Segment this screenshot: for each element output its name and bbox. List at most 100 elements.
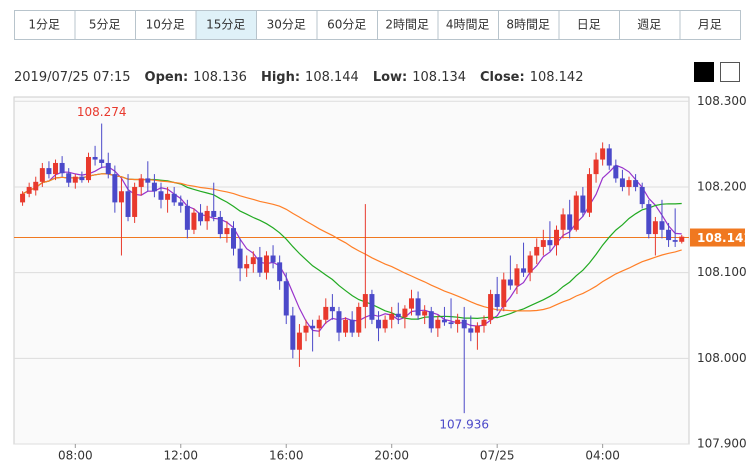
candle-body [72, 176, 78, 183]
candle-body [428, 311, 434, 329]
candle-body [672, 240, 678, 242]
tab-label[interactable]: 15分足 [206, 18, 245, 32]
candle-body [679, 236, 685, 242]
candle-body [244, 264, 250, 269]
candle-body [310, 325, 316, 329]
tab[interactable] [679, 10, 741, 40]
tab-label[interactable]: 2時間足 [385, 18, 429, 32]
tab[interactable] [498, 10, 560, 40]
candle-body [633, 180, 639, 187]
candle-body [158, 191, 164, 200]
tab[interactable] [316, 10, 378, 40]
tab[interactable] [14, 10, 76, 40]
candle-body [231, 228, 237, 249]
candle-body [402, 308, 408, 318]
tab[interactable] [256, 10, 318, 40]
candle-body [501, 279, 507, 307]
candle-body [20, 193, 26, 203]
moving-average [22, 173, 682, 312]
candle-body [540, 240, 546, 247]
candle-body [217, 216, 223, 235]
candle-body [283, 281, 289, 316]
candle-body [369, 294, 375, 320]
candle-body [125, 191, 131, 217]
candle-body [666, 229, 672, 241]
white-theme-button[interactable] [720, 62, 740, 82]
candle-body [171, 193, 177, 203]
candle-body [33, 181, 39, 191]
tab[interactable] [74, 10, 136, 40]
candle-body [145, 178, 151, 183]
candle-body [422, 311, 428, 316]
header: 2019/07/25 07:15 Open: 108.136 High: 108.144… [14, 70, 583, 85]
candle-body [105, 162, 111, 175]
candle-body [619, 178, 625, 187]
candle-body [527, 255, 533, 273]
candle-body [99, 159, 105, 163]
x-tick-label: 04:00 [585, 449, 620, 463]
tab-label[interactable]: 10分足 [146, 18, 185, 32]
tab[interactable] [377, 10, 439, 40]
candle-body [118, 191, 124, 203]
current-price-label: 108.141 [697, 231, 752, 245]
candle-body [191, 212, 197, 230]
tab-label[interactable]: 5分足 [89, 18, 121, 32]
candle-body [184, 205, 190, 230]
tab-label[interactable]: 週足 [637, 18, 661, 32]
candle-body [316, 319, 322, 329]
candle-body [395, 313, 401, 318]
candle-body [659, 221, 665, 230]
candle-body [455, 319, 461, 325]
candle-body [263, 255, 269, 273]
tab-label[interactable]: 4時間足 [446, 18, 490, 32]
candle-body [92, 156, 98, 160]
low-label: 107.936 [439, 418, 489, 432]
candle-body [237, 248, 243, 269]
candle-body [580, 195, 586, 213]
candle-body [53, 162, 59, 175]
candle-body [132, 186, 138, 217]
candle-body [26, 186, 32, 194]
candle-body [323, 306, 329, 320]
tab[interactable] [437, 10, 499, 40]
candle-body [270, 255, 276, 263]
black-theme-button[interactable] [694, 62, 714, 82]
candle-body [560, 214, 566, 230]
candle-body [481, 319, 487, 326]
y-tick-label: 108.300 [697, 94, 747, 108]
candle-body [415, 298, 421, 316]
candle-body [382, 319, 388, 329]
candle-body [356, 306, 362, 333]
candle-body [329, 306, 335, 312]
x-tick-label: 08:00 [58, 449, 93, 463]
candle-body [85, 156, 91, 181]
tab-label[interactable]: 日足 [577, 18, 601, 32]
tab-label[interactable]: 30分足 [267, 18, 306, 32]
candle-body [349, 319, 355, 333]
candle-body [408, 298, 414, 309]
candle-body [303, 325, 309, 333]
candle-body [376, 319, 382, 329]
tab-label[interactable]: 8時間足 [506, 18, 550, 32]
y-tick-label: 107.900 [697, 437, 747, 451]
candle-body [521, 268, 527, 273]
candle-body [468, 328, 474, 333]
candle-body [652, 221, 658, 235]
field-value: 2019/07/25 07:15 [14, 70, 131, 85]
field-label: High: [261, 70, 300, 85]
field-label: Close: [480, 70, 525, 85]
candle-body [250, 257, 256, 265]
candle-body [211, 210, 217, 217]
tab[interactable] [558, 10, 620, 40]
candle-body [165, 193, 171, 200]
tab-label[interactable]: 60分足 [327, 18, 366, 32]
candle-body [613, 165, 619, 179]
x-tick-label: 12:00 [163, 449, 198, 463]
tab[interactable] [135, 10, 197, 40]
candle-body [600, 148, 606, 160]
candle-body [66, 173, 72, 183]
tab-label[interactable]: 月足 [698, 18, 722, 32]
field-value: 108.136 [193, 70, 247, 85]
candle-body [586, 174, 592, 213]
tab-label[interactable]: 1分足 [28, 18, 60, 32]
